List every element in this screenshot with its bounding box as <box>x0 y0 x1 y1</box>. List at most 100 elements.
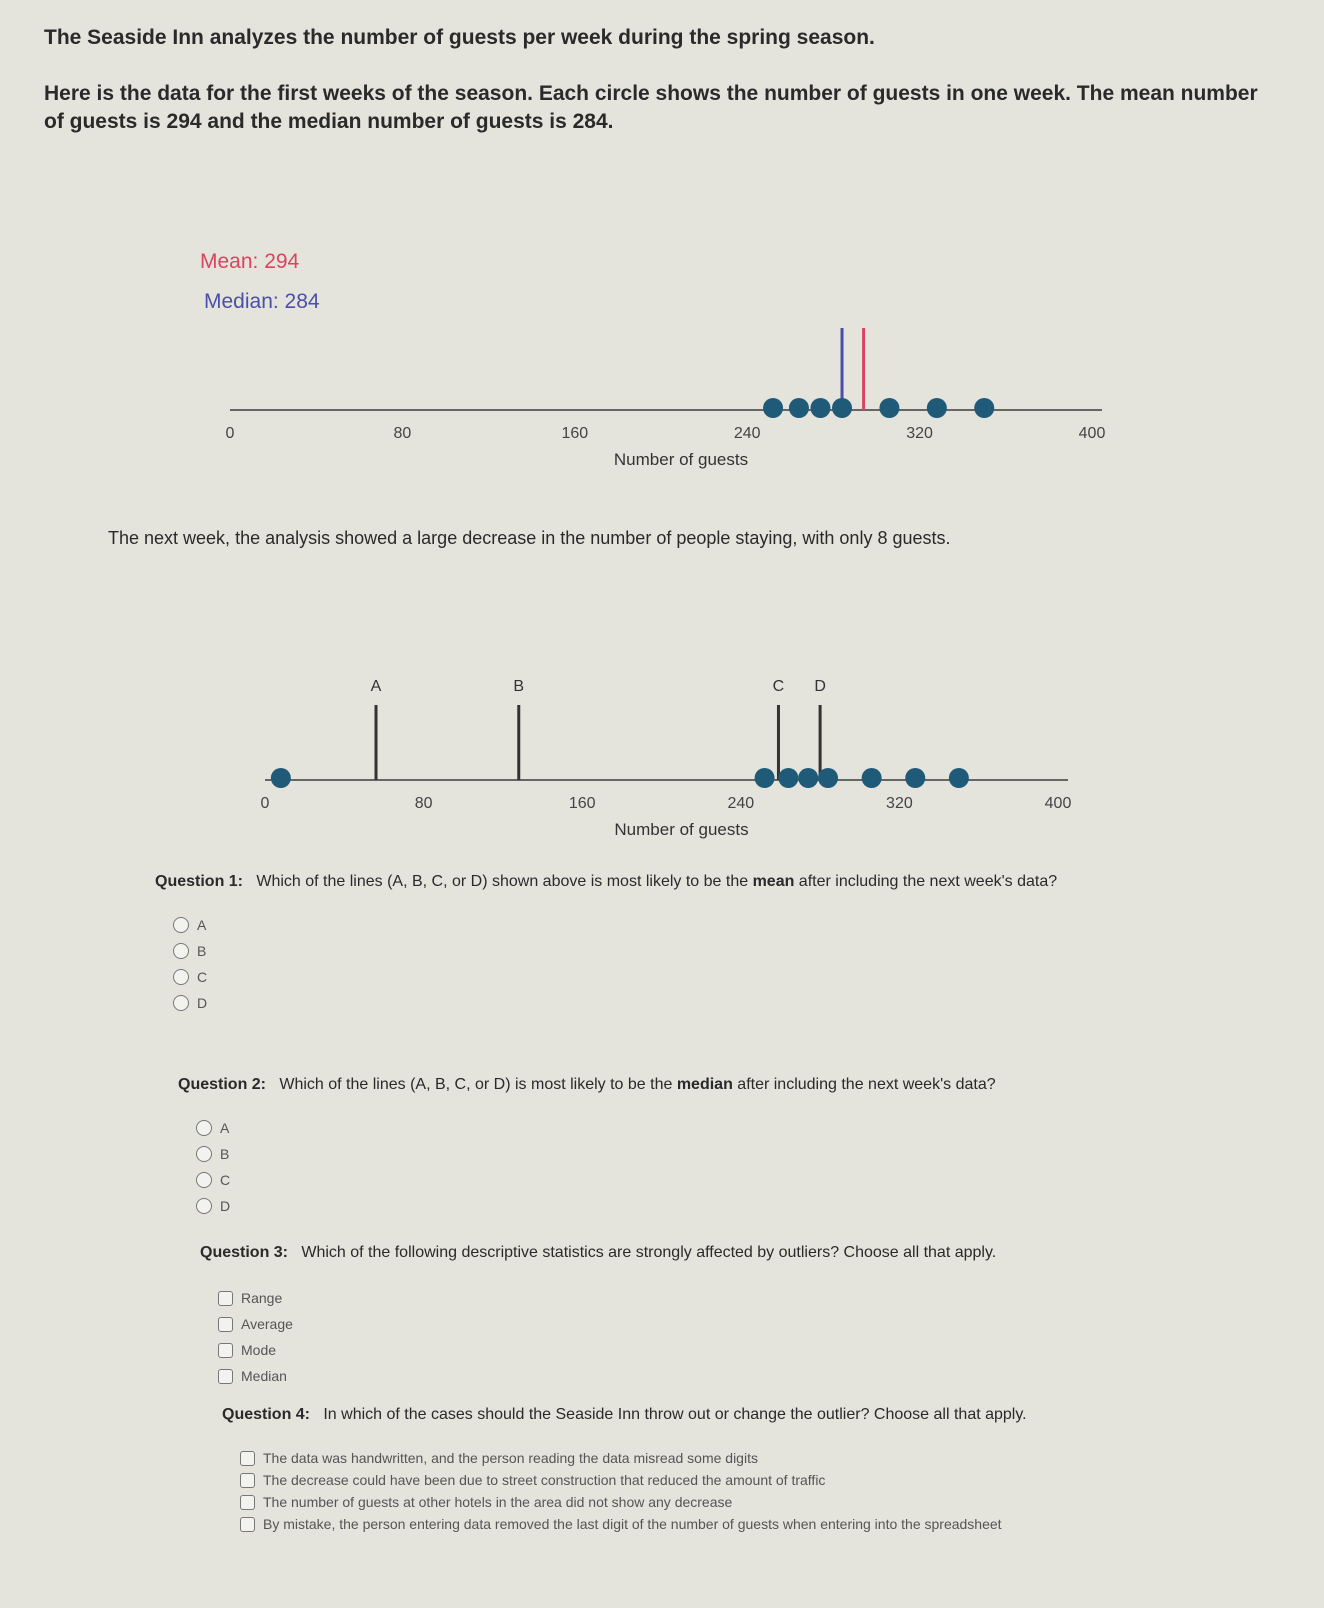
radio-button[interactable] <box>173 969 189 985</box>
checkbox[interactable] <box>218 1290 233 1306</box>
tick-label: 80 <box>394 425 412 442</box>
option-label: Range <box>241 1290 283 1306</box>
question-text-end: after including the next week's data? <box>794 873 1058 890</box>
tick-label: 240 <box>727 795 754 812</box>
line-label-d: D <box>814 678 826 695</box>
data-point <box>948 768 969 788</box>
radio-button[interactable] <box>173 917 189 933</box>
tick-label: 160 <box>569 795 596 812</box>
question-3: Question 3: Which of the following descr… <box>200 1243 1160 1389</box>
option-label: The number of guests at other hotels in … <box>263 1494 733 1510</box>
option-label: A <box>197 917 207 933</box>
question-label: Question 3: <box>200 1244 289 1261</box>
radio-button[interactable] <box>173 995 189 1011</box>
data-point <box>763 398 784 418</box>
tick-label: 320 <box>886 795 913 812</box>
radio-button[interactable] <box>196 1172 212 1188</box>
option-label: A <box>220 1120 230 1136</box>
data-point <box>270 768 291 788</box>
option-1-1[interactable]: A <box>173 912 1115 938</box>
x-axis-label: Number of guests <box>614 820 748 839</box>
tick-label: 80 <box>415 795 433 812</box>
radio-button[interactable] <box>196 1120 212 1136</box>
tick-label: 0 <box>226 425 235 442</box>
radio-button[interactable] <box>196 1146 212 1162</box>
option-label: Average <box>241 1316 293 1332</box>
option-label: B <box>220 1146 230 1162</box>
option-label: C <box>197 969 208 985</box>
data-point <box>832 398 853 418</box>
data-point <box>861 768 882 788</box>
option-3-3[interactable]: Mode <box>218 1337 1160 1363</box>
line-label-c: C <box>773 678 785 695</box>
data-point <box>879 398 900 418</box>
question-text-end: after including the next week's data? <box>732 1076 996 1093</box>
data-point <box>778 768 799 788</box>
option-2-1[interactable]: A <box>196 1115 1138 1141</box>
dot-plot-1: 0 80 160 240 320 400 Number of guests <box>226 328 1106 469</box>
option-1-3[interactable]: C <box>173 964 1115 990</box>
next-week-text: The next week, the analysis showed a lar… <box>108 528 951 548</box>
checkbox[interactable] <box>240 1450 255 1466</box>
option-label: The data was handwritten, and the person… <box>263 1450 758 1466</box>
intro-line-2: Here is the data for the first weeks of … <box>44 82 1258 133</box>
option-2-2[interactable]: B <box>196 1141 1138 1167</box>
radio-button[interactable] <box>196 1198 212 1214</box>
option-3-4[interactable]: Median <box>218 1363 1160 1389</box>
option-4-2[interactable]: The decrease could have been due to stre… <box>240 1469 1182 1491</box>
median-label: Median: 284 <box>204 290 320 313</box>
intro-line-1: The Seaside Inn analyzes the number of g… <box>44 26 875 49</box>
line-label-a: A <box>371 678 382 695</box>
question-emphasis: mean <box>752 873 795 890</box>
question-text: Which of the following descriptive stati… <box>301 1244 997 1261</box>
option-4-1[interactable]: The data was handwritten, and the person… <box>240 1447 1182 1469</box>
data-point <box>810 398 831 418</box>
option-3-1[interactable]: Range <box>218 1285 1160 1311</box>
option-label: By mistake, the person entering data rem… <box>263 1516 1002 1532</box>
checkbox[interactable] <box>218 1342 233 1358</box>
option-label: Mode <box>241 1342 277 1358</box>
radio-button[interactable] <box>173 943 189 959</box>
option-label: D <box>197 995 208 1011</box>
question-text: Which of the lines (A, B, C, or D) is mo… <box>279 1076 677 1093</box>
option-label: D <box>220 1198 231 1214</box>
tick-label: 400 <box>1045 795 1072 812</box>
dot-plot-2: 0 80 160 240 320 400 Number of guests A B C D <box>261 678 1072 839</box>
option-1-4[interactable]: D <box>173 990 1115 1016</box>
data-point <box>754 768 775 788</box>
tick-label: 400 <box>1079 425 1106 442</box>
option-3-2[interactable]: Average <box>218 1311 1160 1337</box>
option-2-4[interactable]: D <box>196 1193 1138 1219</box>
tick-label: 240 <box>734 425 761 442</box>
question-4: Question 4: In which of the cases should… <box>222 1405 1182 1535</box>
question-label: Question 1: <box>155 873 244 890</box>
option-label: The decrease could have been due to stre… <box>263 1472 826 1488</box>
question-label: Question 2: <box>178 1076 267 1093</box>
tick-label: 320 <box>906 425 933 442</box>
option-4-3[interactable]: The number of guests at other hotels in … <box>240 1491 1182 1513</box>
checkbox[interactable] <box>240 1516 255 1532</box>
checkbox[interactable] <box>218 1316 233 1332</box>
question-emphasis: median <box>676 1076 733 1093</box>
checkbox[interactable] <box>240 1494 255 1510</box>
question-text: In which of the cases should the Seaside… <box>323 1406 1027 1423</box>
data-point <box>974 398 995 418</box>
option-2-3[interactable]: C <box>196 1167 1138 1193</box>
data-point <box>926 398 947 418</box>
option-4-4[interactable]: By mistake, the person entering data rem… <box>240 1513 1182 1535</box>
data-point <box>818 768 839 788</box>
option-label: Median <box>241 1368 287 1384</box>
question-label: Question 4: <box>222 1406 311 1423</box>
line-label-b: B <box>513 678 524 695</box>
checkbox[interactable] <box>218 1368 233 1384</box>
option-label: C <box>220 1172 231 1188</box>
option-label: B <box>197 943 207 959</box>
tick-label: 160 <box>561 425 588 442</box>
data-point <box>798 768 819 788</box>
data-point <box>788 398 809 418</box>
question-1: Question 1: Which of the lines (A, B, C,… <box>155 872 1115 1016</box>
option-1-2[interactable]: B <box>173 938 1115 964</box>
data-point <box>905 768 926 788</box>
question-2: Question 2: Which of the lines (A, B, C,… <box>178 1075 1138 1219</box>
checkbox[interactable] <box>240 1472 255 1488</box>
